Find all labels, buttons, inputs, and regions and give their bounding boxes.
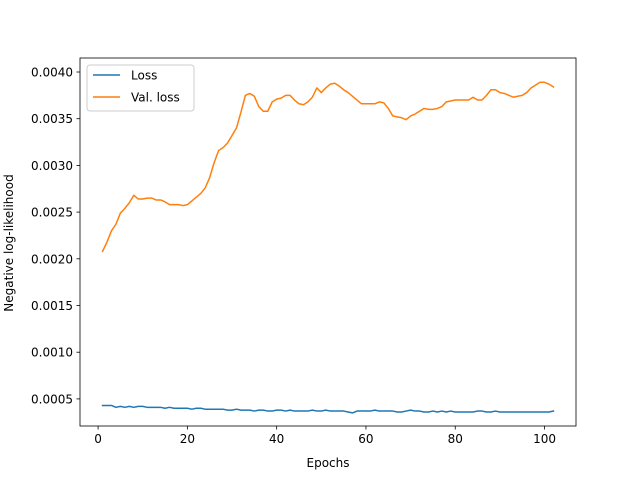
- x-tick-label: 40: [269, 432, 284, 446]
- x-tick-label: 60: [358, 432, 373, 446]
- legend-label: Val. loss: [131, 91, 180, 105]
- y-tick-label: 0.0005: [31, 392, 73, 406]
- y-axis-label: Negative log-likelihood: [2, 174, 16, 311]
- y-tick-label: 0.0025: [31, 206, 73, 220]
- y-tick-label: 0.0030: [31, 159, 73, 173]
- x-tick-label: 100: [533, 432, 556, 446]
- y-tick-label: 0.0040: [31, 66, 73, 80]
- legend-label: Loss: [131, 69, 157, 83]
- series-line-val-loss: [101, 81, 555, 253]
- legend-box: [86, 64, 195, 112]
- x-tick-label: 20: [180, 432, 195, 446]
- x-tick-label: 0: [94, 432, 102, 446]
- x-tick-label: 80: [448, 432, 463, 446]
- y-tick-label: 0.0035: [31, 112, 73, 126]
- series-line-loss: [101, 404, 555, 414]
- axes-frame: [79, 57, 577, 427]
- y-tick-label: 0.0010: [31, 346, 73, 360]
- plot-area: [101, 81, 555, 414]
- axes: 0 20 40 60 80 100 0.0005 0.0010 0.0015 0.0020 0.00…: [31, 57, 577, 446]
- x-axis-label: Epochs: [307, 456, 350, 470]
- y-tick-label: 0.0015: [31, 299, 73, 313]
- y-tick-label: 0.0020: [31, 252, 73, 266]
- legend: Loss Val. loss: [86, 64, 195, 112]
